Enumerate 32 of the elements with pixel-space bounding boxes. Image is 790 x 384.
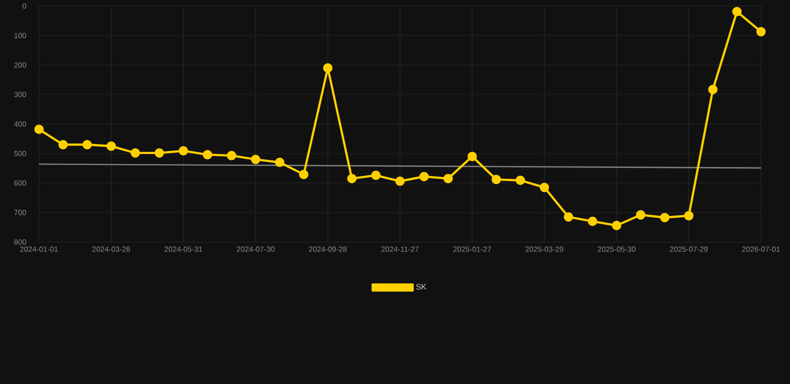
point (154, 148, 164, 158)
point (540, 182, 550, 192)
point (250, 154, 260, 164)
point (202, 150, 212, 160)
point (226, 150, 236, 160)
point (106, 141, 116, 151)
point (274, 158, 284, 168)
point (34, 124, 44, 134)
point (756, 26, 766, 36)
point (588, 216, 598, 226)
point (130, 148, 140, 158)
point (443, 174, 453, 184)
point (468, 152, 477, 162)
point (58, 140, 68, 150)
point (492, 174, 501, 184)
point (347, 174, 357, 184)
point (660, 212, 670, 222)
point (732, 6, 742, 16)
point (708, 84, 718, 94)
point (371, 170, 381, 180)
point (612, 220, 622, 230)
point (564, 212, 574, 222)
point (684, 211, 694, 220)
point (178, 146, 188, 156)
point (395, 176, 405, 186)
point (299, 170, 308, 180)
point (516, 176, 526, 186)
point (82, 140, 92, 150)
point (323, 63, 332, 73)
point (419, 172, 429, 182)
legend-label: SK (416, 284, 426, 290)
point (636, 210, 646, 220)
